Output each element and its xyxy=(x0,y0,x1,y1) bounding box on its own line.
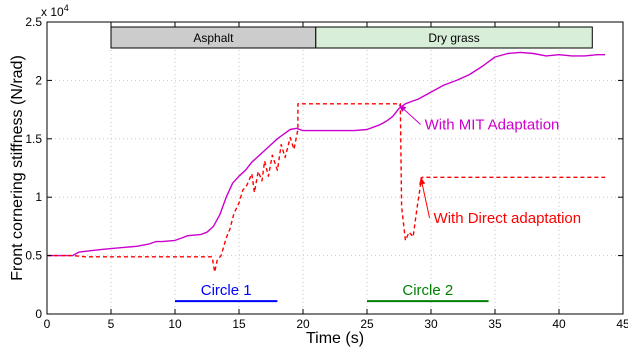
y-axis-title: Front cornering stiffness (N/rad) xyxy=(9,55,26,281)
x-tick-label: 10 xyxy=(168,317,182,331)
y-multiplier-exponent: 4 xyxy=(64,3,69,13)
surface-label-asphalt: Asphalt xyxy=(193,31,234,45)
y-tick-label: 1.5 xyxy=(25,132,42,146)
series-line-direct xyxy=(47,103,606,273)
x-tick-label: 25 xyxy=(360,317,374,331)
y-tick-label: 2.5 xyxy=(25,15,42,29)
annotation-label-mit: With MIT Adaptation xyxy=(425,116,560,133)
annotation-label-direct: With Direct adaptation xyxy=(434,210,582,227)
ticks: 0 5 10 15 20 25 30 35 40 45 0 0.5 1 1.5 2 2.5 xyxy=(25,15,628,331)
y-multiplier: x 104 xyxy=(41,3,69,19)
y-tick-label: 0 xyxy=(35,307,42,321)
x-tick-label: 20 xyxy=(296,317,310,331)
x-tick-label: 35 xyxy=(488,317,502,331)
surface-boxes: Asphalt Dry grass xyxy=(110,26,593,49)
series-lines xyxy=(47,51,606,273)
x-tick-label: 40 xyxy=(552,317,566,331)
y-tick-label: 0.5 xyxy=(25,249,42,263)
y-multiplier-base: x 10 xyxy=(41,5,64,19)
x-tick-label: 5 xyxy=(108,317,115,331)
x-axis-title: Time (s) xyxy=(306,330,364,347)
annotations: With MIT Adaptation With Direct adaptatio… xyxy=(398,104,582,227)
x-tick-label: 45 xyxy=(616,317,628,331)
x-tick-label: 0 xyxy=(44,317,51,331)
grid xyxy=(47,22,623,314)
y-tick-label: 1 xyxy=(35,190,42,204)
circle-markers: Circle 1 Circle 2 xyxy=(175,282,489,303)
circle-1-label: Circle 1 xyxy=(201,282,252,299)
annotation-arrowhead-mit xyxy=(399,104,407,112)
circle-2-label: Circle 2 xyxy=(402,282,453,299)
annotation-arrowhead-direct xyxy=(419,177,426,185)
series-line-mit xyxy=(47,51,606,257)
y-tick-label: 2 xyxy=(35,73,42,87)
plot-area xyxy=(46,21,624,315)
surface-label-dry-grass: Dry grass xyxy=(428,31,479,45)
x-tick-label: 30 xyxy=(424,317,438,331)
x-tick-label: 15 xyxy=(232,317,246,331)
surface-box-dry-grass xyxy=(315,26,593,49)
